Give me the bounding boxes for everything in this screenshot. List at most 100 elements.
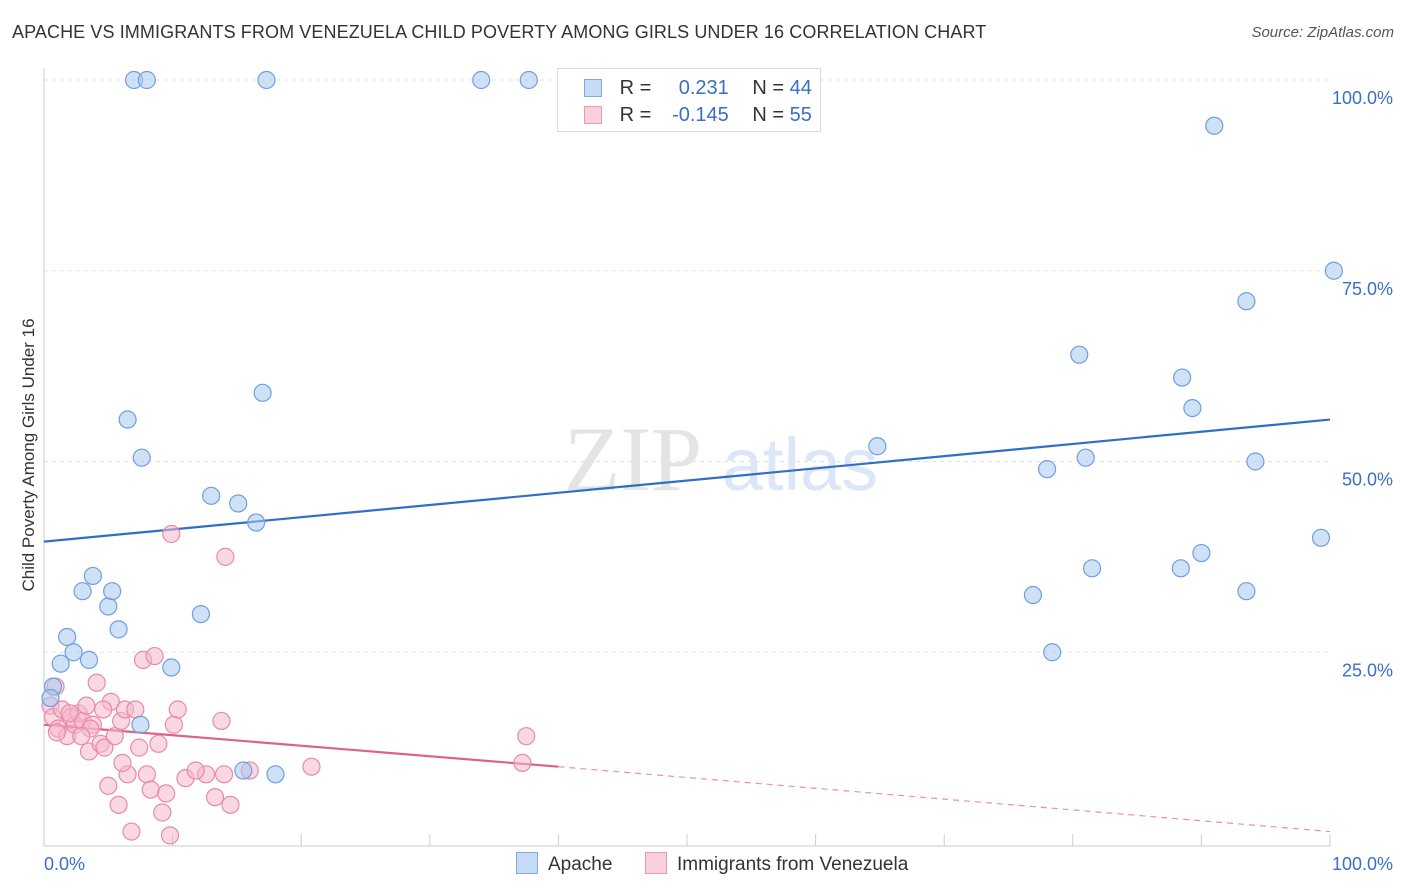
point-venezuela	[153, 803, 172, 822]
point-venezuela	[157, 784, 176, 803]
series-swatch-venezuela	[645, 852, 667, 874]
point-apache	[868, 437, 887, 456]
legend-row-venezuela: R = -0.145 N = 55	[584, 104, 812, 127]
point-venezuela	[72, 727, 91, 746]
point-venezuela	[105, 727, 124, 746]
legend-n-label: N =	[752, 77, 785, 99]
point-apache	[1043, 643, 1062, 662]
point-apache	[1023, 585, 1043, 605]
point-venezuela	[513, 753, 532, 772]
point-venezuela	[109, 795, 128, 814]
point-apache	[79, 650, 99, 669]
trend-line-extension	[558, 766, 1331, 833]
point-apache	[234, 761, 253, 780]
y-axis-label: Child Poverty Among Girls Under 16	[19, 318, 38, 591]
point-venezuela	[160, 826, 180, 845]
point-venezuela	[216, 547, 235, 566]
legend-swatch-apache	[584, 79, 602, 97]
point-apache	[1037, 460, 1057, 479]
point-venezuela	[113, 753, 132, 772]
point-apache	[99, 597, 118, 616]
legend-r-label: R =	[619, 77, 652, 99]
correlation-legend: R = 0.231 N = 44 R = -0.145 N = 55	[557, 68, 821, 132]
series-legend-apache: Apache	[516, 852, 612, 876]
grid-lines	[44, 79, 1330, 653]
legend-r-label: R =	[619, 104, 652, 126]
y-tick-label: 25.0%	[1342, 660, 1393, 680]
x-tick-label: 100.0%	[1332, 854, 1393, 874]
x-tick-label: 0.0%	[44, 854, 85, 874]
point-apache	[1076, 448, 1095, 467]
point-apache	[202, 486, 221, 505]
point-apache	[229, 494, 248, 513]
legend-row-apache: R = 0.231 N = 44	[584, 77, 812, 100]
point-apache	[191, 604, 210, 624]
point-apache	[58, 627, 77, 647]
point-venezuela	[186, 761, 205, 780]
point-venezuela	[126, 700, 145, 719]
point-venezuela	[221, 795, 240, 814]
point-venezuela	[87, 673, 106, 692]
y-tick-label: 75.0%	[1342, 279, 1393, 299]
point-apache	[1237, 292, 1256, 311]
point-apache	[1324, 261, 1343, 280]
watermark-zip: ZIP	[564, 408, 702, 510]
point-venezuela	[141, 780, 160, 799]
legend-swatch-venezuela	[584, 106, 602, 124]
point-apache	[73, 582, 92, 601]
point-venezuela	[99, 776, 118, 795]
legend-r-value: 0.231	[678, 77, 729, 99]
chart-title: APACHE VS IMMIGRANTS FROM VENEZUELA CHIL…	[12, 22, 987, 42]
point-apache	[103, 582, 122, 601]
tick-labels: 25.0% 50.0% 75.0% 100.0% 0.0% 100.0%	[44, 88, 1393, 874]
legend-n-label: N =	[752, 104, 785, 126]
point-apache	[162, 658, 181, 677]
point-apache	[51, 654, 70, 673]
series-swatch-apache	[516, 852, 538, 874]
point-apache	[472, 70, 491, 90]
point-venezuela	[205, 788, 225, 807]
point-venezuela	[94, 700, 113, 719]
point-apache	[1237, 582, 1256, 601]
point-apache	[64, 643, 83, 662]
point-venezuela	[47, 723, 66, 742]
point-apache	[519, 70, 538, 90]
point-apache	[83, 566, 102, 586]
point-apache	[118, 410, 137, 429]
point-apache	[266, 765, 285, 784]
point-venezuela	[517, 727, 536, 746]
point-venezuela	[60, 704, 79, 723]
series-name-venezuela: Immigrants from Venezuela	[677, 854, 909, 875]
point-apache	[109, 620, 128, 639]
point-venezuela	[302, 757, 321, 776]
source-credit: Source: ZipAtlas.com	[1251, 24, 1394, 41]
trend-line-venezuela	[43, 723, 559, 768]
point-apache	[41, 688, 60, 708]
point-apache	[253, 383, 272, 402]
y-tick-label: 100.0%	[1332, 88, 1393, 108]
point-apache	[1173, 368, 1192, 387]
y-tick-label: 50.0%	[1342, 470, 1393, 490]
point-venezuela	[164, 715, 183, 734]
point-apache	[1171, 559, 1190, 578]
point-venezuela	[162, 524, 181, 544]
point-apache	[1311, 528, 1331, 547]
series-name-apache: Apache	[548, 854, 613, 875]
point-venezuela	[137, 765, 156, 784]
series-legend-venezuela: Immigrants from Venezuela	[645, 852, 908, 876]
legend-n-value: 44	[789, 77, 812, 99]
point-venezuela	[95, 738, 114, 757]
point-venezuela	[168, 700, 187, 719]
point-venezuela	[77, 696, 96, 715]
point-apache	[1082, 559, 1102, 578]
point-venezuela	[145, 646, 164, 666]
point-apache	[1205, 116, 1224, 135]
legend-n-value: 55	[789, 104, 812, 126]
data-points	[41, 70, 1343, 845]
point-apache	[1192, 543, 1211, 563]
point-apache	[137, 70, 156, 90]
point-venezuela	[212, 711, 231, 731]
legend-r-value: -0.145	[672, 104, 729, 126]
point-apache	[132, 448, 151, 467]
